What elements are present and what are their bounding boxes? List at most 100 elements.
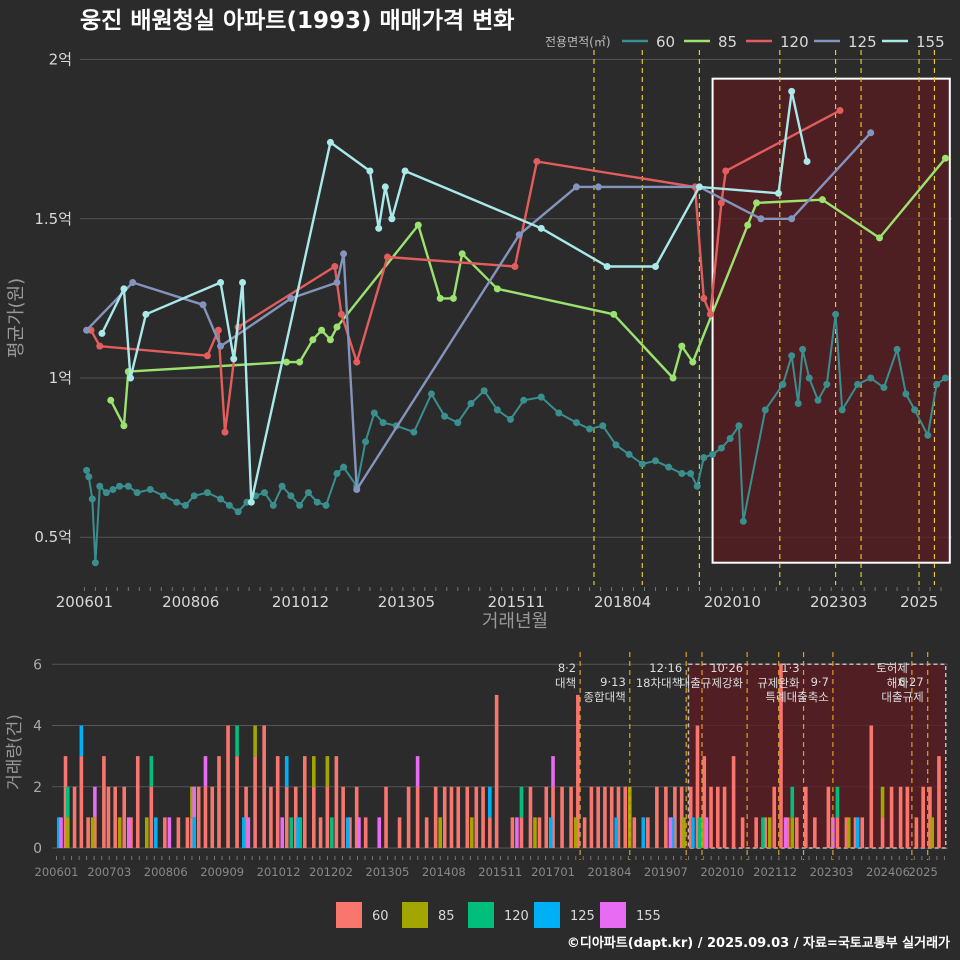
- volume-bar-125: [345, 817, 350, 848]
- data-point-60: [814, 396, 822, 404]
- volume-bar-60: [664, 786, 668, 848]
- volume-bar-60: [86, 817, 90, 848]
- chart-title: 웅진 배원청실 아파트(1993) 매매가격 변화: [80, 8, 514, 34]
- volume-bar-60: [397, 817, 402, 848]
- volume-bar-60: [442, 786, 447, 848]
- data-point-60: [665, 463, 673, 471]
- bar-x-tick-label: 200703: [87, 865, 131, 879]
- data-point-60: [109, 485, 117, 493]
- data-point-60: [788, 352, 796, 360]
- data-point-85: [282, 358, 290, 366]
- data-point-120: [221, 428, 229, 436]
- volume-bar-60: [284, 786, 289, 848]
- data-point-85: [744, 221, 752, 229]
- policy-label: 규제완화: [757, 676, 800, 690]
- bar-legend-label-60: 60: [372, 909, 389, 924]
- volume-bar-155: [515, 817, 519, 848]
- price-chart: 0.5억 1억 1.5억 2억 200601 200806 201012 201305 2015…: [6, 50, 952, 632]
- highlight-region: [711, 77, 951, 564]
- volume-bar-60: [456, 786, 461, 848]
- legend-label-155: 155: [916, 33, 945, 51]
- data-point-60: [159, 492, 167, 500]
- data-point-155: [603, 263, 611, 271]
- data-point-125: [788, 215, 796, 223]
- data-point-60: [287, 492, 295, 500]
- bar-x-tick-label: 201804: [588, 865, 632, 879]
- volume-bar-60: [122, 786, 127, 848]
- data-point-60: [133, 489, 141, 497]
- volume-bar-85: [90, 817, 95, 848]
- volume-bar-85: [144, 817, 149, 848]
- volume-bar-60: [695, 725, 700, 848]
- volume-bar-85: [790, 817, 795, 848]
- data-point-60: [924, 431, 932, 439]
- volume-bar-85: [312, 756, 316, 787]
- data-point-60: [102, 489, 110, 497]
- data-point-85: [296, 358, 304, 366]
- volume-bar-155: [357, 817, 361, 848]
- y-axis-label: 평균가(원): [6, 278, 27, 358]
- bar-legend-key-85: [402, 902, 428, 928]
- data-point-155: [127, 374, 135, 382]
- data-point-120: [337, 310, 345, 318]
- data-point-125: [867, 129, 875, 137]
- data-point-85: [458, 250, 466, 258]
- data-point-60: [586, 425, 594, 433]
- volume-bar-60: [853, 817, 858, 848]
- volume-bar-60: [589, 786, 594, 848]
- volume-bar-120: [298, 817, 303, 848]
- volume-bar-60: [560, 786, 564, 848]
- volume-bar-60: [481, 786, 485, 848]
- x-tick-label: 200806: [162, 593, 219, 611]
- data-point-60: [181, 501, 189, 509]
- data-point-125: [199, 301, 207, 309]
- y-tick-label: 1.5억: [34, 210, 72, 228]
- volume-bar-60: [494, 694, 499, 848]
- policy-label: 대책: [555, 676, 576, 690]
- y-tick-label: 0.5억: [34, 528, 72, 546]
- volume-bar-85: [117, 817, 122, 848]
- x-tick-label: 202010: [704, 593, 761, 611]
- data-point-60: [838, 406, 846, 414]
- data-point-60: [467, 399, 475, 407]
- bar-x-tick-label: 2025: [909, 865, 938, 879]
- volume-bar-85: [253, 725, 257, 757]
- data-point-120: [203, 352, 211, 360]
- volume-bar-125: [192, 817, 196, 848]
- volume-bar-60: [731, 756, 736, 848]
- volume-bar-125: [296, 817, 300, 848]
- volume-bar-60: [551, 786, 555, 848]
- legend-label-120: 120: [780, 33, 809, 51]
- volume-bar-60: [785, 817, 790, 848]
- volume-bar-60: [779, 664, 783, 848]
- bar-x-tick-label: 201202: [309, 865, 353, 879]
- data-point-155: [326, 138, 334, 146]
- data-point-60: [520, 396, 528, 404]
- bar-x-tick-label: 202112: [753, 865, 797, 879]
- data-point-60: [687, 470, 695, 478]
- data-point-60: [333, 470, 341, 478]
- bar-legend-key-155: [600, 902, 626, 928]
- volume-bar-60: [210, 786, 215, 848]
- volume-bar-85: [846, 817, 851, 848]
- data-point-85: [333, 323, 341, 331]
- policy-label: 9·7: [811, 675, 829, 689]
- data-point-85: [818, 196, 826, 204]
- data-point-155: [98, 329, 106, 337]
- data-point-60: [493, 406, 501, 414]
- x-tick-label: 202303: [810, 593, 867, 611]
- data-point-155: [803, 157, 811, 165]
- volume-bar-85: [469, 817, 474, 848]
- volume-bar-60: [510, 817, 515, 848]
- volume-bar-60: [226, 725, 230, 848]
- volume-bar-155: [377, 817, 382, 848]
- data-point-60: [779, 380, 787, 388]
- volume-bar-85: [190, 786, 194, 818]
- data-point-60: [269, 501, 277, 509]
- volume-bar-120: [65, 786, 70, 818]
- volume-bar-155: [167, 817, 172, 848]
- bar-legend-key-120: [468, 902, 494, 928]
- data-point-155: [366, 167, 374, 175]
- volume-bar-60: [275, 756, 280, 848]
